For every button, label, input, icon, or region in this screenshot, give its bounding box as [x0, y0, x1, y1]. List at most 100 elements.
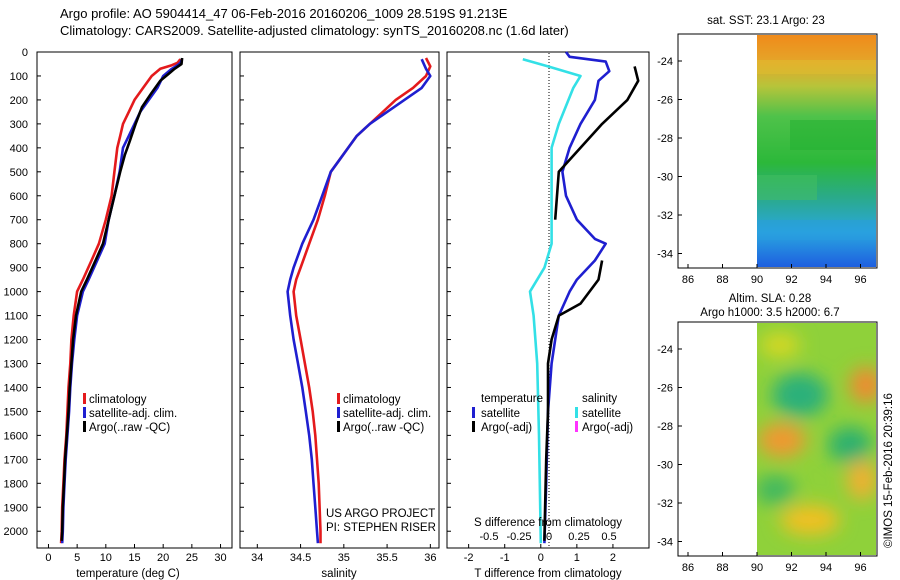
depth-tick-label: 1300: [4, 358, 28, 370]
legend-swatch-s-satellite: [575, 407, 578, 418]
map-lat-label: -34: [657, 249, 673, 261]
depth-tick-label: 1500: [4, 406, 28, 418]
legend-swatch-argo: [337, 421, 340, 432]
legend-title-salinity: salinity: [582, 393, 617, 405]
map-lat-label: -24: [657, 56, 673, 68]
x-tick-label: 15: [128, 552, 140, 564]
map-lon-label: 86: [682, 274, 694, 286]
sla-blob: [847, 460, 876, 500]
legend-label-satellite: satellite-adj. clim.: [343, 408, 431, 420]
salinity-legend: climatology satellite-adj. clim. Argo(..…: [337, 393, 431, 434]
sla-blob: [757, 475, 795, 505]
series-line-t-satellite: [543, 51, 611, 544]
legend-swatch-t-satellite: [472, 407, 475, 418]
s-diff-label: S difference from climatology: [474, 517, 622, 529]
sla-blob: [850, 367, 876, 403]
x-tick-label: 2: [610, 552, 616, 564]
map-lat-label: -30: [657, 172, 673, 184]
s-tick-label: 0.5: [601, 531, 616, 543]
legend-swatch-climatology: [83, 393, 86, 404]
series-line-climatology: [292, 57, 432, 544]
x-tick-label: 36: [424, 552, 436, 564]
x-tick-label: 35.5: [376, 552, 397, 564]
sla-blob: [772, 373, 828, 417]
legend-swatch-t-argo: [472, 421, 475, 432]
x-tick-label: 34: [251, 552, 263, 564]
pi-annotation: PI: STEPHEN RISER: [326, 522, 436, 534]
map-lon-label: 94: [820, 274, 832, 286]
series-line-s-satellite: [522, 57, 582, 544]
depth-axis: 0 100 200 300 400 500 600 700 800 900 1000 1100 1200…: [4, 47, 28, 538]
legend-label-climatology: climatology: [89, 394, 147, 406]
x-tick-label: 34.5: [290, 552, 311, 564]
title-line-1: Argo profile: AO 5904414_47 06-Feb-2016 …: [60, 6, 508, 21]
s-tick-label: 0: [546, 531, 552, 543]
depth-tick-label: 1900: [4, 502, 28, 514]
x-tick-label: 35: [338, 552, 350, 564]
map-lat-label: -26: [657, 95, 673, 107]
map-lon-label: 90: [751, 562, 763, 574]
s-tick-label: -0.25: [506, 531, 531, 543]
s-tick-label: -0.5: [480, 531, 499, 543]
project-annotation: US ARGO PROJECT: [326, 508, 435, 520]
temperature-panel: 0 5 10 15 20 25 30 temperature (deg C): [36, 51, 233, 580]
map-lat-label: -26: [657, 383, 673, 395]
sla-map: Altim. SLA: 0.28 Argo h1000: 3.5 h2000: …: [657, 293, 878, 574]
map-lat-label: -24: [657, 344, 673, 356]
map-lat-label: -32: [657, 498, 673, 510]
map-lon-label: 86: [682, 562, 694, 574]
legend-title-temperature: temperature: [481, 393, 543, 405]
map-lat-label: -30: [657, 460, 673, 472]
sla-map-title: Altim. SLA: 0.28: [729, 293, 811, 305]
depth-tick-label: 200: [10, 95, 28, 107]
x-tick-label: 10: [100, 552, 112, 564]
map-lon-label: 96: [854, 562, 866, 574]
temperature-xlabel: temperature (deg C): [76, 568, 180, 580]
legend-label-t-satellite: satellite: [481, 408, 520, 420]
sst-patch: [790, 120, 876, 150]
sla-blob: [780, 505, 840, 535]
depth-tick-label: 300: [10, 119, 28, 131]
legend-swatch-satellite: [337, 407, 340, 418]
legend-label-argo: Argo(..raw -QC): [343, 422, 424, 434]
series-line-t-argo-adj-: [553, 66, 640, 220]
legend-label-climatology: climatology: [343, 394, 401, 406]
x-tick-label: 0: [45, 552, 51, 564]
salinity-xlabel: salinity: [321, 568, 356, 580]
map-lon-label: 88: [716, 274, 728, 286]
legend-label-s-argo: Argo(-adj): [582, 422, 633, 434]
s-tick-label: 0.25: [568, 531, 589, 543]
sst-patch: [757, 60, 876, 74]
map-lon-label: 92: [785, 274, 797, 286]
depth-tick-label: 700: [10, 215, 28, 227]
depth-tick-label: 1800: [4, 478, 28, 490]
t-diff-label: T difference from climatology: [474, 568, 621, 580]
difference-plot-frame: [446, 51, 650, 549]
x-tick-label: 0: [538, 552, 544, 564]
sst-map-title: sat. SST: 23.1 Argo: 23: [707, 15, 825, 27]
x-tick-label: 5: [74, 552, 80, 564]
sst-patch: [757, 175, 817, 200]
series-line-t-argo-adj-deep: [543, 260, 604, 541]
x-tick-label: 30: [214, 552, 226, 564]
legend-swatch-satellite: [83, 407, 86, 418]
sla-blob: [828, 427, 872, 463]
legend-label-s-satellite: satellite: [582, 408, 621, 420]
depth-tick-label: 2000: [4, 526, 28, 538]
argo-height-title: Argo h1000: 3.5 h2000: 6.7: [700, 307, 839, 319]
map-lon-label: 94: [820, 562, 832, 574]
x-tick-label: -1: [500, 552, 510, 564]
title-line-2: Climatology: CARS2009. Satellite-adjuste…: [60, 23, 569, 38]
x-tick-label: 1: [574, 552, 580, 564]
depth-tick-label: 100: [10, 71, 28, 83]
sla-blob: [760, 333, 800, 357]
legend-swatch-climatology: [337, 393, 340, 404]
map-lat-label: -28: [657, 133, 673, 145]
difference-panel: -2 -1 0 1 2 -0.5 -0.25 0 0.25 0.5 S difference fr…: [446, 51, 650, 580]
series-line-satellite-adj-clim-: [286, 58, 432, 544]
depth-tick-label: 1600: [4, 430, 28, 442]
legend-swatch-s-argo: [575, 421, 578, 432]
sst-patch: [757, 220, 876, 240]
sla-blob: [758, 423, 806, 457]
depth-tick-label: 0: [22, 47, 28, 59]
